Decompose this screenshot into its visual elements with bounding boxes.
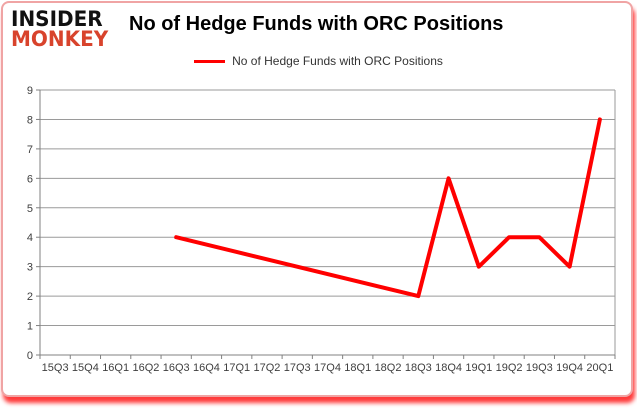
x-tick-label: 20Q1 bbox=[586, 362, 613, 374]
y-tick-label: 1 bbox=[27, 321, 33, 333]
insider-monkey-logo: INSIDER MONKEY bbox=[11, 5, 121, 51]
chart-card bbox=[1, 1, 633, 397]
x-tick-label: 17Q4 bbox=[314, 362, 341, 374]
x-tick-label: 18Q1 bbox=[344, 362, 371, 374]
logo-line-monkey: MONKEY bbox=[11, 25, 109, 51]
x-tick-label: 16Q4 bbox=[193, 362, 220, 374]
x-tick-label: 15Q4 bbox=[72, 362, 99, 374]
legend-line-swatch bbox=[194, 59, 226, 63]
x-tick-label: 18Q3 bbox=[405, 362, 432, 374]
y-tick-label: 5 bbox=[27, 203, 33, 215]
data-series-line bbox=[174, 117, 602, 299]
x-tick-label: 19Q3 bbox=[526, 362, 553, 374]
y-tick-label: 6 bbox=[27, 173, 33, 185]
x-tick-label: 19Q2 bbox=[496, 362, 523, 374]
chart-title: No of Hedge Funds with ORC Positions bbox=[129, 13, 504, 35]
x-tick-label: 17Q2 bbox=[254, 362, 281, 374]
x-tick-label: 17Q1 bbox=[223, 362, 250, 374]
y-tick-label: 0 bbox=[27, 350, 33, 362]
x-tick-label: 17Q3 bbox=[284, 362, 311, 374]
y-tick-label: 9 bbox=[27, 85, 33, 97]
y-tick-label: 2 bbox=[27, 291, 33, 303]
x-tick-label: 19Q1 bbox=[465, 362, 492, 374]
x-tick-label: 16Q3 bbox=[163, 362, 190, 374]
x-tick-label: 16Q2 bbox=[132, 362, 159, 374]
x-tick-label: 16Q1 bbox=[102, 362, 129, 374]
x-tick-label: 18Q2 bbox=[375, 362, 402, 374]
y-tick-label: 8 bbox=[27, 114, 33, 126]
x-tick-label: 19Q4 bbox=[556, 362, 583, 374]
x-tick-label: 18Q4 bbox=[435, 362, 462, 374]
logo-line-insider: INSIDER bbox=[11, 5, 103, 32]
y-tick-label: 4 bbox=[27, 232, 33, 244]
legend-label: No of Hedge Funds with ORC Positions bbox=[232, 54, 443, 68]
x-tick-label: 15Q3 bbox=[42, 362, 69, 374]
legend: No of Hedge Funds with ORC Positions bbox=[0, 54, 637, 68]
y-tick-label: 3 bbox=[27, 262, 33, 274]
y-tick-label: 7 bbox=[27, 144, 33, 156]
